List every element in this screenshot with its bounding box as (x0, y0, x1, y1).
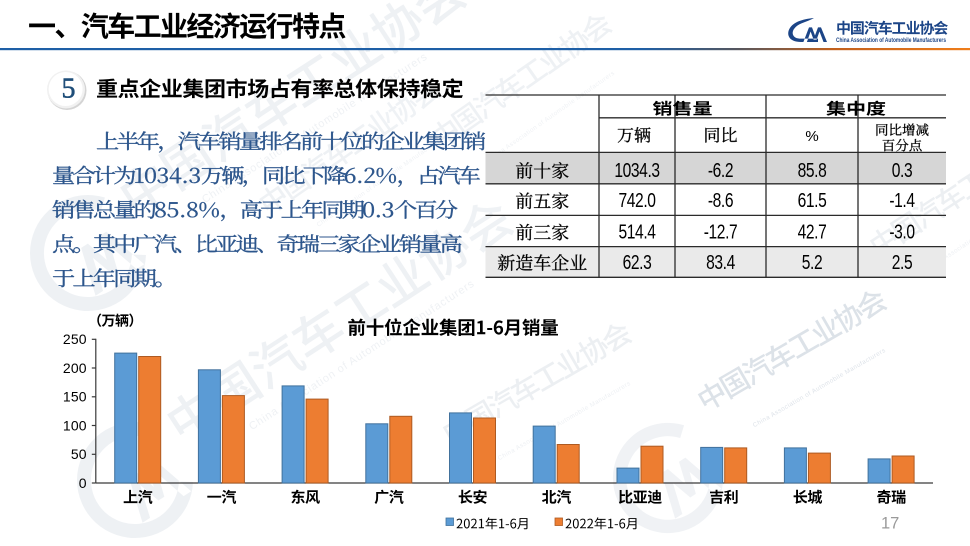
svg-text:100: 100 (63, 417, 87, 433)
svg-text:250: 250 (63, 331, 87, 347)
svg-text:5.2: 5.2 (802, 251, 823, 273)
svg-text:%: % (805, 128, 818, 145)
svg-text:0: 0 (79, 475, 87, 491)
svg-text:42.7: 42.7 (798, 221, 827, 243)
svg-text:50: 50 (71, 446, 87, 462)
svg-text:17: 17 (881, 515, 899, 533)
svg-text:-3.0: -3.0 (889, 221, 915, 243)
svg-text:61.5: 61.5 (798, 189, 827, 211)
svg-text:1034.3: 1034.3 (614, 159, 660, 181)
svg-text:62.3: 62.3 (623, 251, 652, 273)
svg-text:85.8: 85.8 (798, 159, 827, 181)
svg-text:-1.4: -1.4 (889, 189, 915, 211)
svg-text:5: 5 (62, 73, 76, 104)
svg-text:-8.6: -8.6 (708, 189, 734, 211)
svg-text:742.0: 742.0 (618, 189, 655, 211)
svg-text:China Association of Automobil: China Association of Automobile Manufact… (836, 37, 946, 44)
svg-text:83.4: 83.4 (706, 251, 735, 273)
svg-text:200: 200 (63, 360, 87, 376)
svg-text:-6.2: -6.2 (708, 159, 734, 181)
svg-text:2.5: 2.5 (892, 251, 913, 273)
svg-text:-12.7: -12.7 (704, 221, 738, 243)
svg-text:514.4: 514.4 (618, 221, 655, 243)
svg-text:0.3: 0.3 (892, 159, 913, 181)
svg-text:150: 150 (63, 389, 87, 405)
